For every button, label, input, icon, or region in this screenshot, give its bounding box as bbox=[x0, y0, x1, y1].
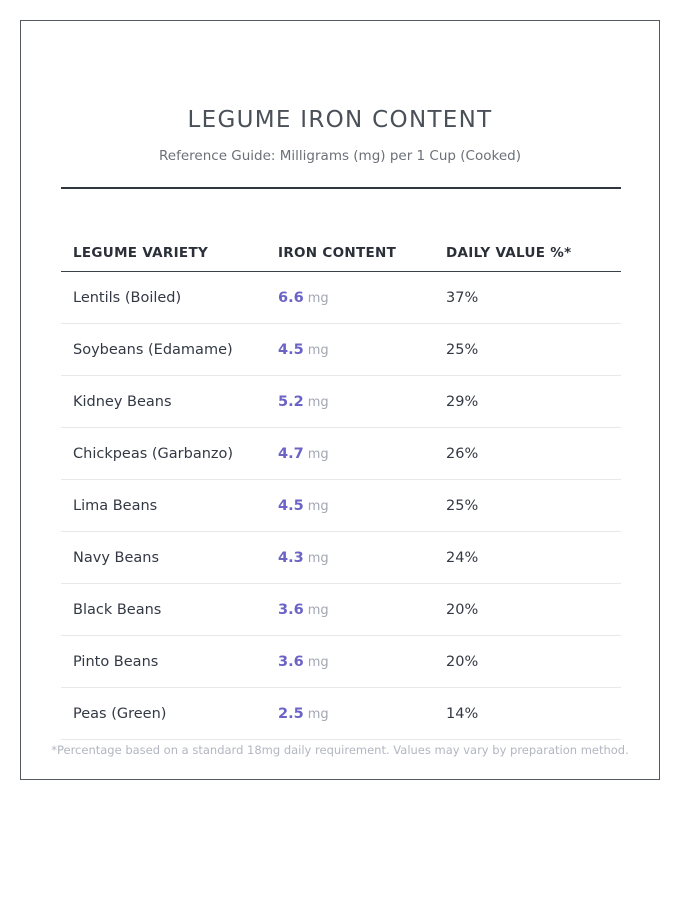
reference-card: LEGUME IRON CONTENT Reference Guide: Mil… bbox=[20, 20, 660, 780]
title-divider bbox=[61, 187, 621, 189]
iron-unit: mg bbox=[307, 342, 329, 358]
daily-value: 25% bbox=[446, 341, 479, 358]
iron-content-cell: 2.5 mg bbox=[278, 706, 446, 722]
column-header-variety: LEGUME VARIETY bbox=[73, 244, 209, 261]
daily-value: 24% bbox=[446, 549, 479, 566]
table-body: Lentils (Boiled) 6.6 mg 37% Soybeans (Edamam… bbox=[61, 272, 621, 740]
iron-value: 4.5 bbox=[278, 341, 304, 358]
iron-value: 5.2 bbox=[278, 393, 304, 410]
iron-unit: mg bbox=[307, 706, 329, 722]
column-header-iron: IRON CONTENT bbox=[278, 244, 397, 261]
legume-name: Lima Beans bbox=[73, 497, 158, 514]
iron-unit: mg bbox=[307, 550, 329, 566]
page-subtitle: Reference Guide: Milligrams (mg) per 1 C… bbox=[159, 148, 521, 164]
iron-unit: mg bbox=[307, 446, 329, 462]
iron-content-cell: 4.7 mg bbox=[278, 446, 446, 462]
table-row: Kidney Beans 5.2 mg 29% bbox=[61, 376, 621, 428]
daily-value: 26% bbox=[446, 445, 479, 462]
iron-unit: mg bbox=[307, 290, 329, 306]
iron-value: 6.6 bbox=[278, 289, 304, 306]
table-row: Pinto Beans 3.6 mg 20% bbox=[61, 636, 621, 688]
daily-value: 20% bbox=[446, 653, 479, 670]
table-row: Black Beans 3.6 mg 20% bbox=[61, 584, 621, 636]
iron-table: LEGUME VARIETY IRON CONTENT DAILY VALUE … bbox=[61, 234, 621, 740]
page-title: LEGUME IRON CONTENT bbox=[187, 107, 493, 133]
legume-name: Chickpeas (Garbanzo) bbox=[73, 445, 234, 462]
iron-unit: mg bbox=[307, 394, 329, 410]
iron-content-cell: 3.6 mg bbox=[278, 654, 446, 670]
table-row: Soybeans (Edamame) 4.5 mg 25% bbox=[61, 324, 621, 376]
legume-name: Kidney Beans bbox=[73, 393, 172, 410]
iron-content-cell: 3.6 mg bbox=[278, 602, 446, 618]
iron-value: 4.5 bbox=[278, 497, 304, 514]
iron-value: 4.7 bbox=[278, 445, 304, 462]
iron-content-cell: 5.2 mg bbox=[278, 394, 446, 410]
daily-value: 14% bbox=[446, 705, 479, 722]
legume-name: Pinto Beans bbox=[73, 653, 159, 670]
iron-content-cell: 4.5 mg bbox=[278, 498, 446, 514]
daily-value: 25% bbox=[446, 497, 479, 514]
daily-value: 29% bbox=[446, 393, 479, 410]
legume-name: Peas (Green) bbox=[73, 705, 167, 722]
column-header-daily-value: DAILY VALUE %* bbox=[446, 244, 572, 261]
iron-value: 2.5 bbox=[278, 705, 304, 722]
table-row: Lima Beans 4.5 mg 25% bbox=[61, 480, 621, 532]
iron-unit: mg bbox=[307, 654, 329, 670]
iron-value: 3.6 bbox=[278, 601, 304, 618]
legume-name: Navy Beans bbox=[73, 549, 160, 566]
footnote: *Percentage based on a standard 18mg dai… bbox=[51, 743, 629, 757]
legume-name: Black Beans bbox=[73, 601, 162, 618]
iron-value: 4.3 bbox=[278, 549, 304, 566]
daily-value: 37% bbox=[446, 289, 479, 306]
iron-value: 3.6 bbox=[278, 653, 304, 670]
iron-unit: mg bbox=[307, 602, 329, 618]
daily-value: 20% bbox=[446, 601, 479, 618]
table-row: Navy Beans 4.3 mg 24% bbox=[61, 532, 621, 584]
table-header: LEGUME VARIETY IRON CONTENT DAILY VALUE … bbox=[61, 234, 621, 272]
table-row: Lentils (Boiled) 6.6 mg 37% bbox=[61, 272, 621, 324]
legume-name: Soybeans (Edamame) bbox=[73, 341, 233, 358]
iron-content-cell: 6.6 mg bbox=[278, 290, 446, 306]
iron-unit: mg bbox=[307, 498, 329, 514]
iron-content-cell: 4.5 mg bbox=[278, 342, 446, 358]
legume-name: Lentils (Boiled) bbox=[73, 289, 182, 306]
table-row: Chickpeas (Garbanzo) 4.7 mg 26% bbox=[61, 428, 621, 480]
iron-content-cell: 4.3 mg bbox=[278, 550, 446, 566]
table-row: Peas (Green) 2.5 mg 14% bbox=[61, 688, 621, 740]
